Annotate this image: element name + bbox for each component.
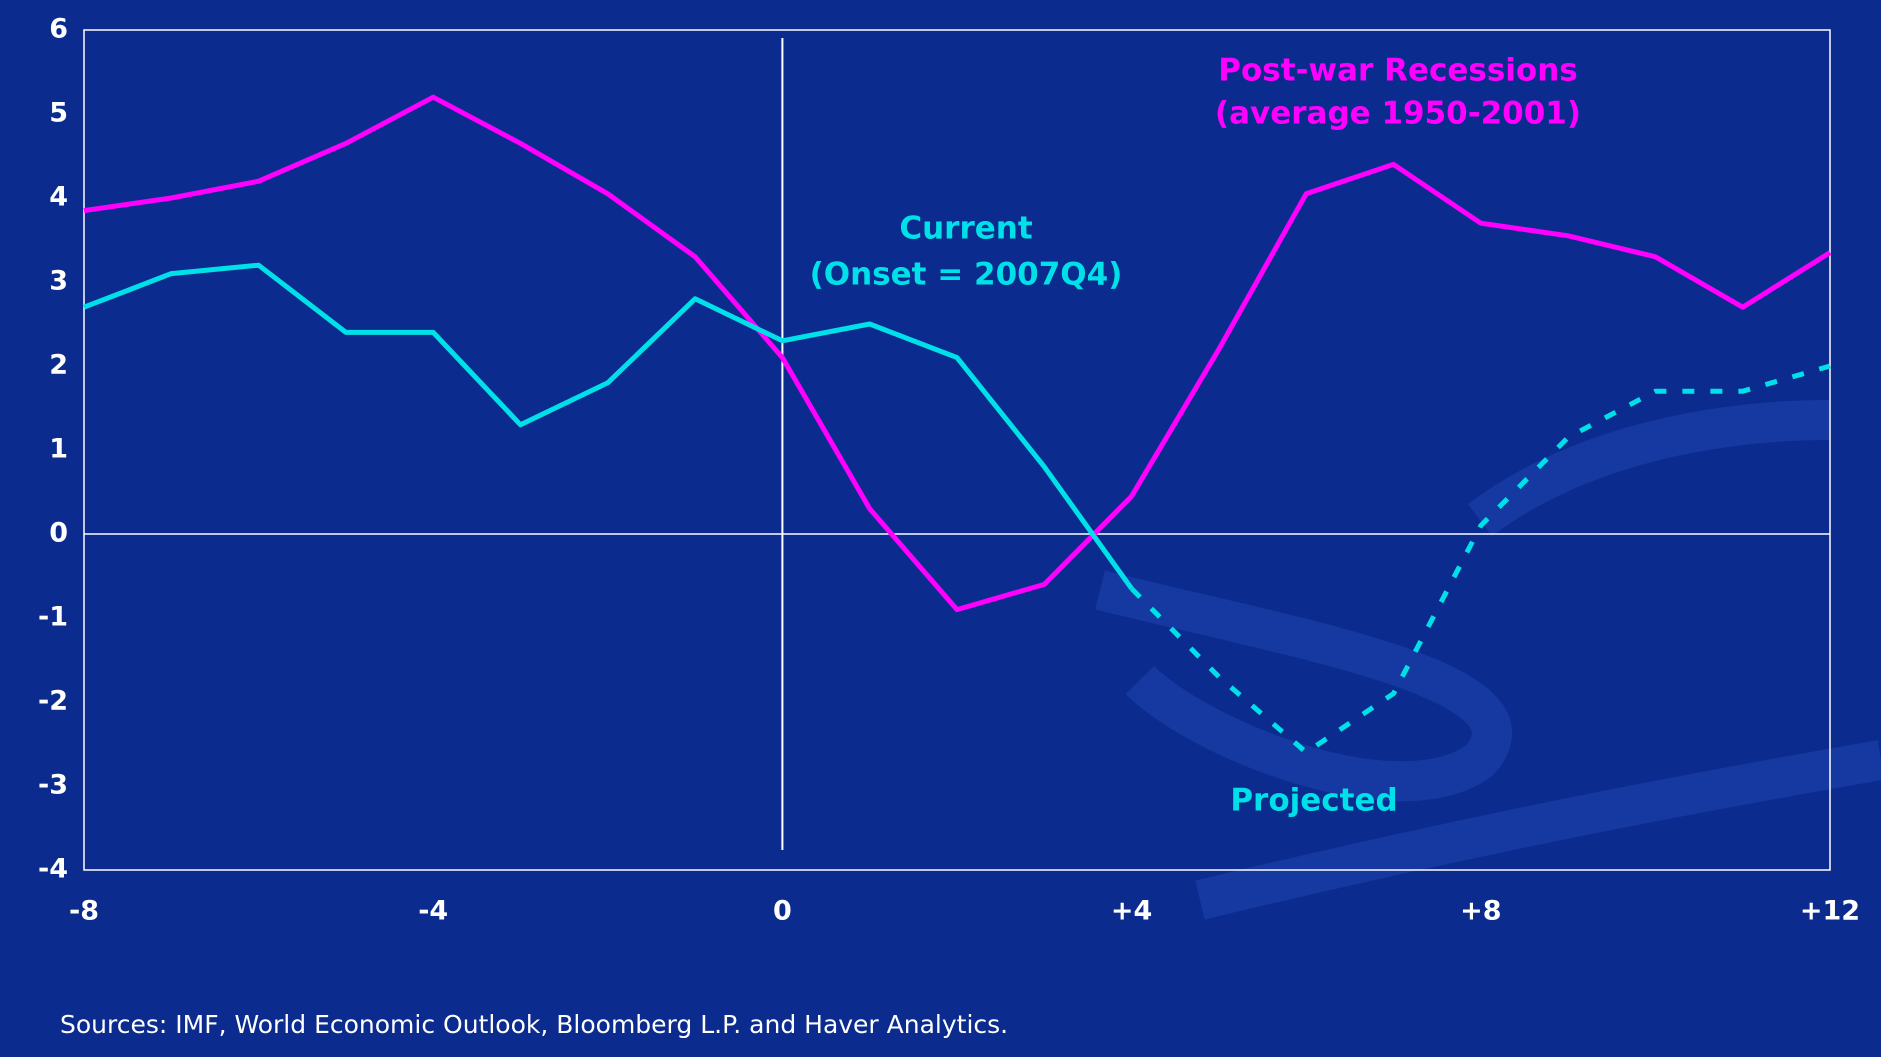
y-tick-label: 3: [49, 266, 68, 297]
series-label: Post-war Recessions: [1218, 53, 1577, 89]
y-tick-label: 1: [49, 434, 68, 465]
series-note: (Onset = 2007Q4): [810, 257, 1123, 293]
x-tick-label: -4: [418, 896, 448, 927]
series-label: Projected: [1230, 783, 1397, 819]
swoosh: [1195, 740, 1881, 920]
y-tick-label: -3: [38, 770, 68, 801]
y-tick-label: 5: [49, 98, 68, 129]
series-label: Current: [899, 211, 1032, 247]
series-line: [1129, 363, 1831, 755]
series-line: [83, 262, 1134, 591]
plot-border: [83, 29, 1831, 871]
source-note: Sources: IMF, World Economic Outlook, Bl…: [60, 1010, 1008, 1039]
swoosh: [1468, 400, 1831, 537]
x-tick-label: +4: [1111, 896, 1152, 927]
x-tick-label: 0: [773, 896, 792, 927]
x-tick-label: +8: [1460, 896, 1501, 927]
y-tick-label: 0: [49, 518, 68, 549]
y-tick-label: 2: [49, 350, 68, 381]
y-tick-label: 4: [49, 182, 68, 213]
x-tick-label: +12: [1800, 896, 1860, 927]
y-tick-label: -2: [38, 686, 68, 717]
x-tick-label: -8: [69, 896, 99, 927]
y-tick-label: -1: [38, 602, 68, 633]
swoosh: [1095, 570, 1512, 802]
background-swoosh: [1095, 400, 1881, 920]
series-note: (average 1950-2001): [1215, 96, 1581, 132]
y-tick-label: -4: [38, 854, 68, 885]
y-tick-label: 6: [49, 14, 68, 45]
series-line: [83, 94, 1832, 613]
